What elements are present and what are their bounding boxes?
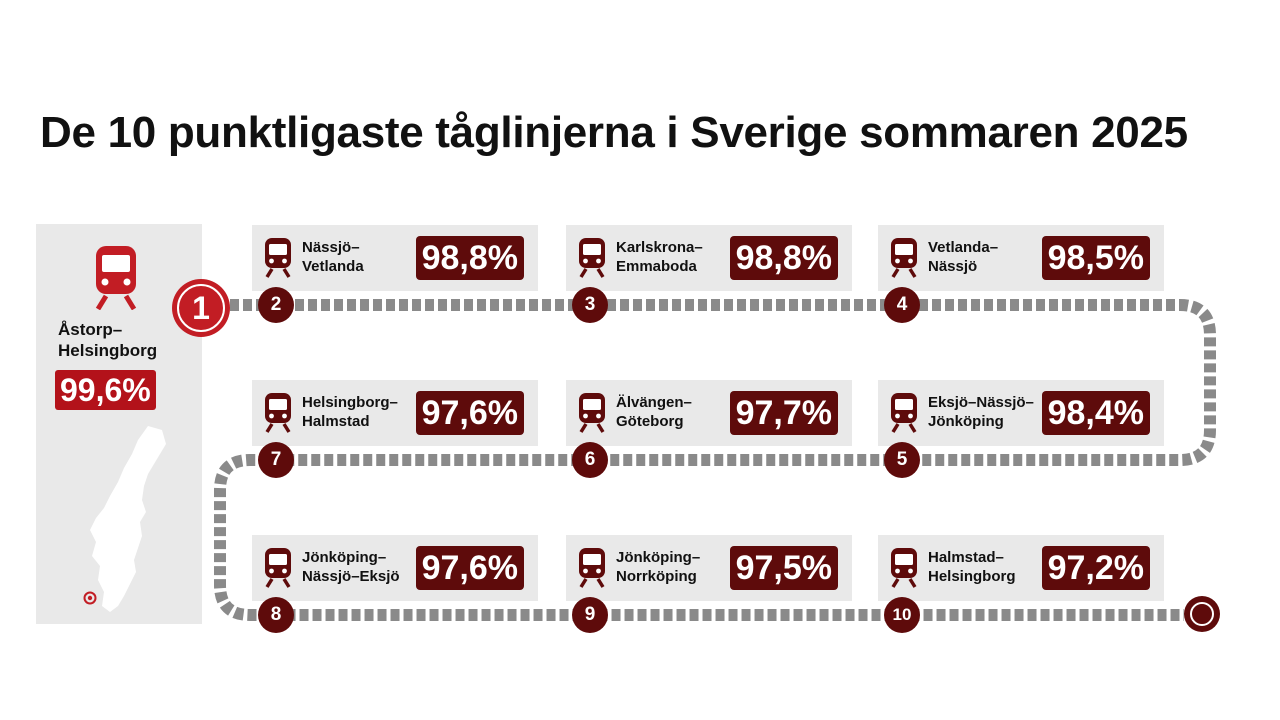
rank-badge-7: 7 — [258, 442, 294, 478]
rank-badge-4: 4 — [884, 287, 920, 323]
route-name-line1: Halmstad– — [928, 549, 1004, 566]
route-percent-badge: 97,2% — [1041, 546, 1150, 590]
train-front-icon — [890, 393, 918, 433]
rank-badge-8: 8 — [258, 597, 294, 633]
route-card-rank-5: Eksjö–Nässjö– Jönköping 98,4% — [878, 380, 1164, 446]
route-card-rank-2: Nässjö– Vetlanda 98,8% — [252, 225, 538, 291]
winner-route-line1: Åstorp– — [58, 320, 123, 339]
train-front-icon — [264, 238, 292, 278]
sweden-map-icon — [83, 426, 166, 612]
route-name-line2: Emmaboda — [616, 258, 697, 275]
route-percent-badge: 98,5% — [1041, 236, 1150, 280]
route-card-rank-8: Jönköping– Nässjö–Eksjö 97,6% — [252, 535, 538, 601]
train-front-icon — [890, 238, 918, 278]
route-percent-badge: 98,8% — [729, 236, 838, 280]
route-name: Vetlanda– Nässjö — [928, 238, 1048, 276]
location-pin-icon — [83, 591, 97, 605]
route-name-line2: Göteborg — [616, 413, 684, 430]
train-front-icon — [264, 393, 292, 433]
end-terminal-ring — [1190, 602, 1214, 626]
route-name: Halmstad– Helsingborg — [928, 548, 1048, 586]
route-name-line2: Helsingborg — [928, 568, 1016, 585]
route-name-line2: Norrköping — [616, 568, 697, 585]
route-name: Eksjö–Nässjö– Jönköping — [928, 393, 1048, 431]
route-card-rank-10: Halmstad– Helsingborg 97,2% — [878, 535, 1164, 601]
route-name-line1: Eksjö–Nässjö– — [928, 394, 1034, 411]
train-front-icon — [890, 548, 918, 588]
train-front-icon — [578, 238, 606, 278]
rank-badge-2: 2 — [258, 287, 294, 323]
route-name-line1: Karlskrona– — [616, 239, 703, 256]
route-card-rank-7: Helsingborg– Halmstad 97,6% — [252, 380, 538, 446]
rank-badge-6: 6 — [572, 442, 608, 478]
route-name-line2: Halmstad — [302, 413, 370, 430]
route-card-rank-9: Jönköping– Norrköping 97,5% — [566, 535, 852, 601]
rank-badge-10: 10 — [884, 597, 920, 633]
route-card-rank-3: Karlskrona– Emmaboda 98,8% — [566, 225, 852, 291]
route-name: Nässjö– Vetlanda — [302, 238, 422, 276]
train-front-icon — [264, 548, 292, 588]
route-name-line2: Jönköping — [928, 413, 1004, 430]
route-card-rank-4: Vetlanda– Nässjö 98,5% — [878, 225, 1164, 291]
route-percent-badge: 98,8% — [415, 236, 524, 280]
route-name-line2: Vetlanda — [302, 258, 364, 275]
winner-panel: Åstorp– Helsingborg 99,6% — [36, 224, 202, 624]
route-percent-badge: 97,6% — [415, 391, 524, 435]
page-title: De 10 punktligaste tåglinjerna i Sverige… — [40, 108, 1188, 157]
rank-1-ring — [177, 284, 225, 332]
train-front-icon — [578, 393, 606, 433]
route-name-line1: Jönköping– — [616, 549, 701, 566]
rank-badge-3: 3 — [572, 287, 608, 323]
route-name: Karlskrona– Emmaboda — [616, 238, 736, 276]
route-percent-badge: 97,6% — [415, 546, 524, 590]
route-name-line1: Nässjö– — [302, 239, 360, 256]
rank-badge-9: 9 — [572, 597, 608, 633]
winner-route-name: Åstorp– Helsingborg — [58, 319, 198, 361]
route-name: Älvängen– Göteborg — [616, 393, 736, 431]
track-rail-bed — [214, 299, 1216, 621]
route-name-line1: Älvängen– — [616, 394, 692, 411]
route-percent-badge: 98,4% — [1041, 391, 1150, 435]
winner-route-line2: Helsingborg — [58, 341, 158, 360]
route-name-line1: Helsingborg– — [302, 394, 398, 411]
route-name: Jönköping– Norrköping — [616, 548, 736, 586]
route-name: Helsingborg– Halmstad — [302, 393, 422, 431]
route-percent-badge: 97,5% — [729, 546, 838, 590]
route-card-rank-6: Älvängen– Göteborg 97,7% — [566, 380, 852, 446]
rank-badge-5: 5 — [884, 442, 920, 478]
rank-1-number: 1 — [192, 290, 210, 326]
train-front-icon — [95, 246, 137, 310]
route-name-line2: Nässjö — [928, 258, 978, 275]
route-name: Jönköping– Nässjö–Eksjö — [302, 548, 422, 586]
end-terminal-icon — [1184, 596, 1220, 632]
route-name-line1: Vetlanda– — [928, 239, 999, 256]
route-name-line1: Jönköping– — [302, 549, 387, 566]
route-percent-badge: 97,7% — [729, 391, 838, 435]
train-front-icon — [578, 548, 606, 588]
rank-1-badge: 1 — [172, 279, 230, 337]
route-name-line2: Nässjö–Eksjö — [302, 568, 400, 585]
winner-percent-badge: 99,6% — [55, 370, 156, 410]
